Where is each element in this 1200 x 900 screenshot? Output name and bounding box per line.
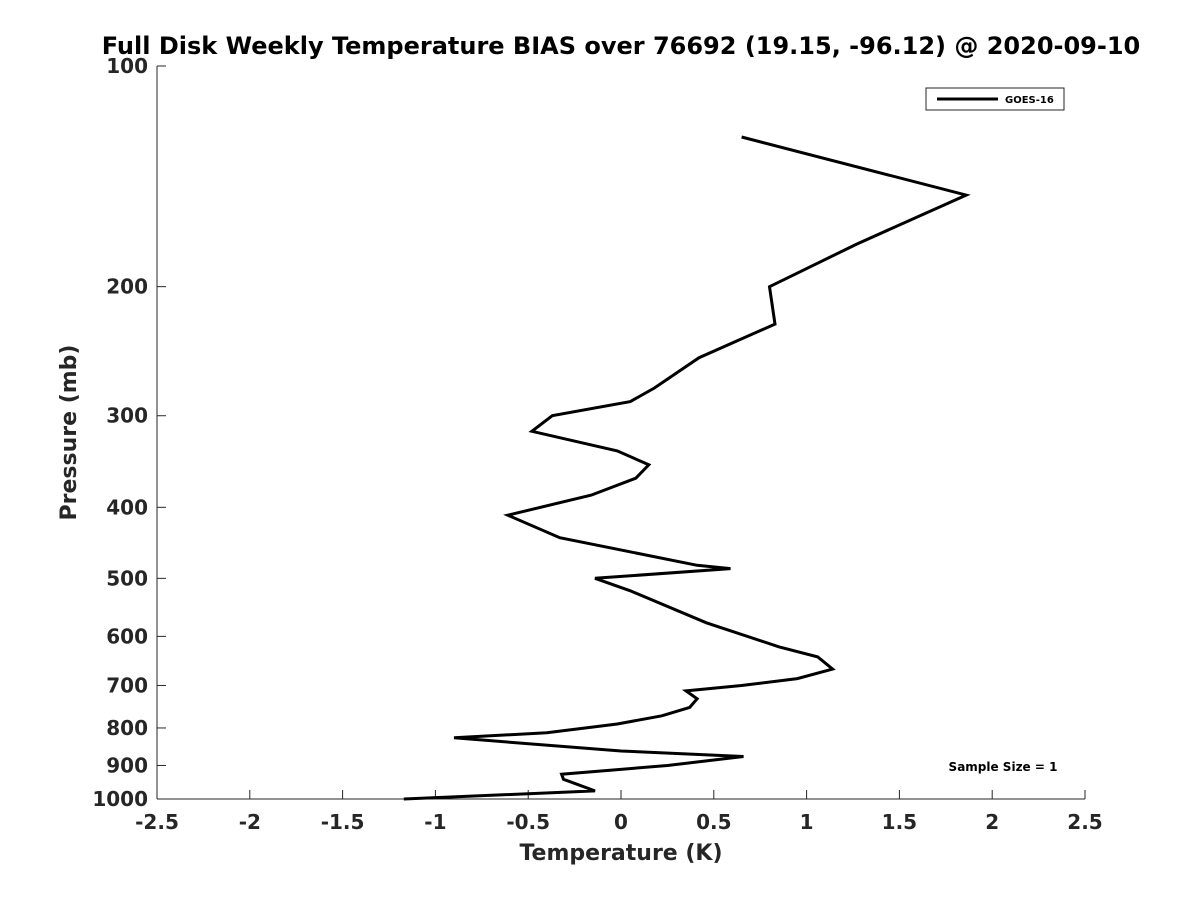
sample-size-annotation: Sample Size = 1 bbox=[949, 760, 1058, 774]
legend: GOES-16 bbox=[925, 87, 1065, 111]
y-tick-label: 800 bbox=[106, 716, 148, 740]
series-line-goes-16 bbox=[403, 135, 971, 801]
x-tick-label: -2 bbox=[239, 810, 261, 834]
x-tick-label: -1.5 bbox=[321, 810, 365, 834]
y-tick-label: 700 bbox=[106, 673, 148, 697]
y-tick-label: 1000 bbox=[92, 787, 148, 811]
y-tick-label: 300 bbox=[106, 404, 148, 428]
y-tick-label: 200 bbox=[106, 275, 148, 299]
legend-label-goes-16: GOES-16 bbox=[1005, 95, 1054, 106]
x-axis-ticks: -2.5 -2 -1.5 -1 -0.5 0 0.5 1 1.5 2 2.5 bbox=[135, 790, 1103, 834]
y-tick-label: 400 bbox=[106, 495, 148, 519]
x-tick-label: -1 bbox=[424, 810, 446, 834]
x-axis-label: Temperature (K) bbox=[519, 841, 722, 866]
x-tick-label: 1.5 bbox=[882, 810, 917, 834]
y-tick-label: 900 bbox=[106, 753, 148, 777]
x-tick-label: 0.5 bbox=[696, 810, 731, 834]
x-tick-label: 2.5 bbox=[1067, 810, 1102, 834]
x-tick-label: 1 bbox=[800, 810, 814, 834]
y-tick-label: 500 bbox=[106, 566, 148, 590]
series-layer bbox=[403, 135, 971, 801]
chart-title: Full Disk Weekly Temperature BIAS over 7… bbox=[102, 32, 1141, 60]
y-axis-label: Pressure (mb) bbox=[57, 345, 82, 521]
x-tick-label: 0 bbox=[614, 810, 628, 834]
y-axis-ticks: 100 200 300 400 500 600 700 800 900 1000 bbox=[92, 54, 166, 811]
x-tick-label: -2.5 bbox=[135, 810, 179, 834]
plot-axes bbox=[156, 66, 1085, 800]
y-tick-label: 600 bbox=[106, 624, 148, 648]
x-tick-label: -0.5 bbox=[506, 810, 550, 834]
y-tick-label: 100 bbox=[106, 54, 148, 78]
x-tick-label: 2 bbox=[985, 810, 999, 834]
